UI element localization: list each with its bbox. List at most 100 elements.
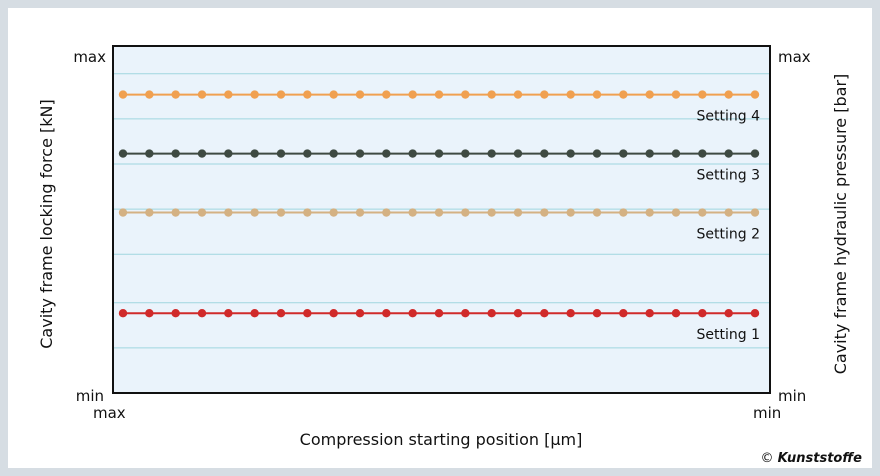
data-point-setting-2-14	[461, 208, 470, 217]
data-point-setting-3-16	[513, 149, 523, 158]
data-point-setting-3-9	[329, 149, 338, 158]
y-tick-min: min	[76, 387, 104, 405]
data-point-setting-1-17	[540, 308, 549, 318]
data-point-setting-4-2	[145, 90, 154, 99]
data-point-setting-3-4	[197, 149, 207, 158]
data-point-setting-1-6	[250, 308, 259, 318]
data-point-setting-4-13	[434, 90, 444, 99]
data-point-setting-4-10	[355, 90, 365, 99]
data-point-setting-1-25	[750, 308, 760, 318]
data-point-setting-4-20	[619, 90, 628, 99]
data-point-setting-1-16	[513, 308, 523, 318]
data-point-setting-2-5	[224, 208, 233, 217]
data-point-setting-1-23	[698, 308, 707, 318]
data-point-setting-4-23	[698, 90, 707, 99]
credit-brand: Kunststoffe	[777, 451, 862, 466]
data-point-setting-3-7	[276, 149, 286, 158]
y-tick-max: max	[73, 48, 106, 66]
data-point-setting-2-3	[171, 208, 180, 217]
data-point-setting-2-1	[118, 208, 128, 217]
data-point-setting-4-7	[276, 90, 286, 99]
copyright-symbol: ©	[760, 451, 774, 466]
data-point-setting-3-12	[408, 149, 417, 158]
x-axis-label: Compression starting position [μm]	[300, 430, 583, 449]
data-point-setting-4-3	[171, 90, 180, 99]
data-point-setting-4-12	[408, 90, 417, 99]
data-point-setting-2-17	[540, 208, 549, 217]
data-point-setting-3-19	[592, 149, 602, 158]
series-setting-3: Setting 3	[118, 149, 761, 184]
data-point-setting-2-13	[434, 208, 444, 217]
series-setting-1: Setting 1	[118, 308, 761, 343]
data-point-setting-4-4	[197, 90, 207, 99]
data-point-setting-2-23	[698, 208, 707, 217]
data-point-setting-2-22	[671, 208, 681, 217]
data-point-setting-4-5	[224, 90, 233, 99]
data-point-setting-1-3	[171, 308, 180, 318]
data-point-setting-4-1	[118, 90, 128, 99]
series-label-setting-2: Setting 2	[697, 227, 761, 243]
data-point-setting-2-20	[619, 208, 628, 217]
series-label-setting-3: Setting 3	[697, 168, 761, 184]
y-axis-label: Cavity frame locking force [kN]	[37, 99, 56, 348]
data-point-setting-2-11	[382, 208, 391, 217]
data-point-setting-4-16	[513, 90, 523, 99]
data-point-setting-1-13	[434, 308, 444, 318]
data-point-setting-3-22	[671, 149, 681, 158]
data-point-setting-4-21	[645, 90, 654, 99]
data-point-setting-4-14	[461, 90, 470, 99]
data-point-setting-1-22	[671, 308, 681, 318]
data-point-setting-3-11	[382, 149, 391, 158]
data-point-setting-1-5	[224, 308, 233, 318]
data-point-setting-2-4	[197, 208, 207, 217]
series-group: Setting 4 Setting 3 Setting 2 Setting 1	[118, 90, 761, 343]
data-point-setting-3-14	[461, 149, 470, 158]
data-point-setting-4-18	[566, 90, 575, 99]
data-point-setting-3-18	[566, 149, 575, 158]
data-point-setting-2-16	[513, 208, 523, 217]
data-point-setting-2-8	[303, 208, 312, 217]
data-point-setting-3-5	[224, 149, 233, 158]
series-setting-4: Setting 4	[118, 90, 761, 125]
data-point-setting-2-12	[408, 208, 417, 217]
data-point-setting-2-2	[145, 208, 154, 217]
data-point-setting-3-21	[645, 149, 654, 158]
data-point-setting-3-20	[619, 149, 628, 158]
data-point-setting-4-19	[592, 90, 602, 99]
data-point-setting-3-6	[250, 149, 259, 158]
data-point-setting-4-25	[750, 90, 760, 99]
data-point-setting-2-7	[276, 208, 286, 217]
data-point-setting-2-15	[487, 208, 496, 217]
data-point-setting-3-15	[487, 149, 496, 158]
data-point-setting-3-25	[750, 149, 760, 158]
data-point-setting-3-10	[355, 149, 365, 158]
data-point-setting-1-9	[329, 308, 338, 318]
data-point-setting-1-19	[592, 308, 602, 318]
data-point-setting-3-13	[434, 149, 444, 158]
data-point-setting-1-1	[118, 308, 128, 318]
data-point-setting-4-8	[303, 90, 312, 99]
data-point-setting-3-23	[698, 149, 707, 158]
data-point-setting-1-20	[619, 308, 628, 318]
data-point-setting-2-9	[329, 208, 338, 217]
credit: © Kunststoffe	[761, 451, 863, 466]
y2-tick-min: min	[778, 387, 806, 405]
x-tick-right: min	[753, 404, 781, 422]
data-point-setting-1-14	[461, 308, 470, 318]
series-setting-2: Setting 2	[118, 208, 761, 243]
data-point-setting-4-22	[671, 90, 681, 99]
data-point-setting-1-15	[487, 308, 496, 318]
data-point-setting-4-11	[382, 90, 391, 99]
x-tick-left: max	[93, 404, 126, 422]
data-point-setting-1-12	[408, 308, 417, 318]
data-point-setting-4-6	[250, 90, 259, 99]
data-point-setting-1-8	[303, 308, 312, 318]
data-point-setting-4-15	[487, 90, 496, 99]
gridlines	[113, 73, 770, 349]
data-point-setting-1-2	[145, 308, 154, 318]
series-label-setting-4: Setting 4	[697, 109, 761, 125]
plot-border	[112, 45, 771, 394]
series-label-setting-1: Setting 1	[697, 327, 761, 343]
y2-tick-max: max	[778, 48, 811, 66]
